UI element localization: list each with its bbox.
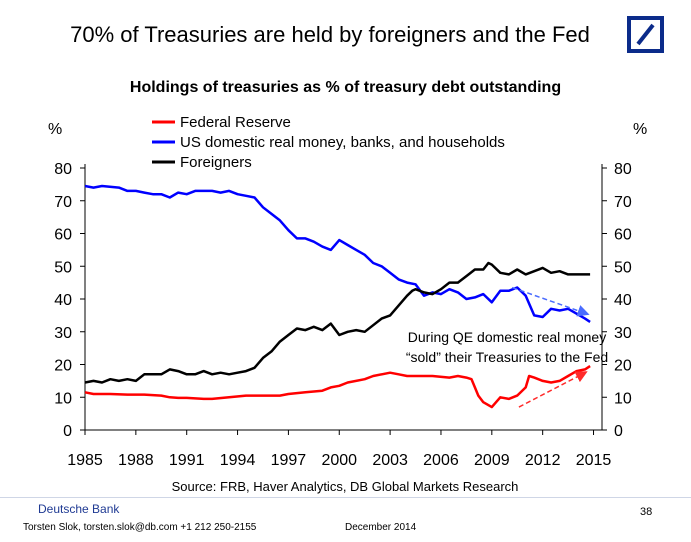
footer-date: December 2014 [345,522,417,533]
y-tick-label-left: 10 [54,390,72,407]
x-tick-label: 2015 [576,452,612,469]
chart-title: Holdings of treasuries as % of treasury … [129,79,562,96]
footer-bank-name: Deutsche Bank [38,502,120,516]
y-tick-label-right: 40 [614,292,632,309]
y-axis-label-right: % [633,121,647,138]
legend-label-3: Foreigners [180,154,252,171]
y-tick-label-left: 50 [54,259,72,276]
y-tick-label-left: 0 [63,423,72,440]
qe-fed-arrow [518,371,588,408]
y-tick-label-left: 40 [54,292,72,309]
x-tick-label: 1988 [118,452,154,469]
qe-annotation-line-1: During QE domestic real money [408,329,606,345]
y-tick-label-left: 80 [54,161,72,178]
logo-slash-icon [636,23,655,46]
y-tick-label-left: 20 [54,358,72,375]
x-tick-label: 1985 [67,452,103,469]
page-number: 38 [640,506,653,518]
y-tick-label-right: 30 [614,325,632,342]
x-tick-label: 2009 [474,452,510,469]
y-tick-label-right: 10 [614,390,632,407]
deutsche-bank-logo [627,16,664,53]
legend-label-2: US domestic real money, banks, and house… [180,134,505,151]
x-tick-label: 2006 [423,452,459,469]
y-axis-label-left: % [48,121,62,138]
qe-domestic-arrow [511,286,590,317]
y-tick-label-right: 60 [614,227,632,244]
x-tick-label: 1994 [220,452,256,469]
y-tick-label-left: 30 [54,325,72,342]
y-tick-label-right: 70 [614,194,632,211]
x-tick-label: 2012 [525,452,561,469]
y-tick-label-left: 70 [54,194,72,211]
page-headline: 70% of Treasuries are held by foreigners… [70,22,590,47]
series-line-3 [84,261,591,384]
y-tick-label-right: 50 [614,259,632,276]
y-tick-label-right: 80 [614,161,632,178]
series-line-1 [84,365,591,409]
y-tick-label-left: 60 [54,227,72,244]
footer-divider [0,497,691,498]
legend-label-1: Federal Reserve [180,114,291,131]
source-note: Source: FRB, Haver Analytics, DB Global … [172,479,519,494]
y-tick-label-right: 20 [614,358,632,375]
x-tick-label: 2000 [321,452,357,469]
y-tick-label-right: 0 [614,423,623,440]
footer-author: Torsten Slok, torsten.slok@db.com +1 212… [23,522,257,533]
x-tick-label: 1991 [169,452,205,469]
qe-annotation-line-2: “sold” their Treasuries to the Fed [406,349,608,365]
x-tick-label: 2003 [372,452,408,469]
x-tick-label: 1997 [271,452,307,469]
series-line-2 [84,184,591,323]
